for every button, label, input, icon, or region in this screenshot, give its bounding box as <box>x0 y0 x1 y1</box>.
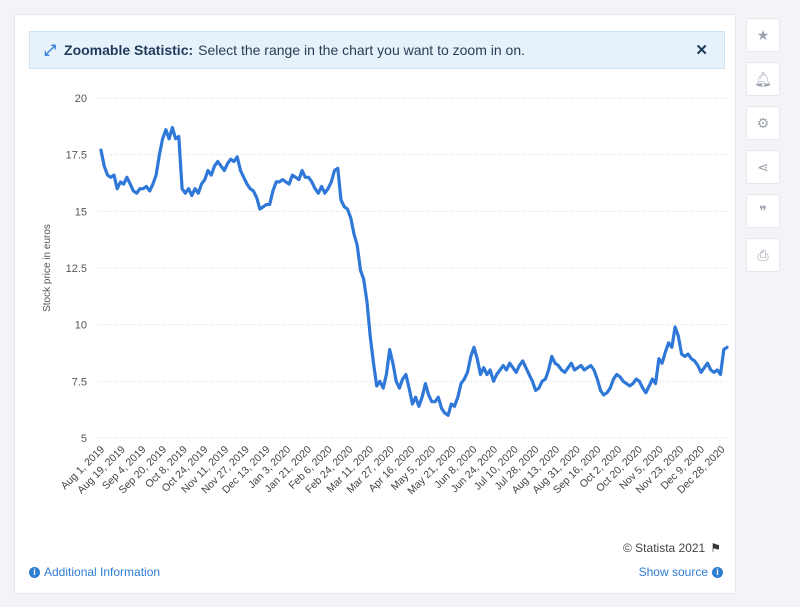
banner-title: Zoomable Statistic: <box>64 42 194 58</box>
y-tick-label: 7.5 <box>72 376 87 388</box>
y-tick-label: 15 <box>75 206 87 218</box>
y-tick-label: 20 <box>75 93 87 105</box>
show-source-label: Show source <box>638 565 708 579</box>
show-source-link[interactable]: Show source i <box>639 565 723 579</box>
chart-card: ⤢ Zoomable Statistic: Select the range i… <box>14 14 736 594</box>
info-icon: i <box>29 566 40 578</box>
flag-icon[interactable]: ⚑ <box>710 541 721 555</box>
gear-icon[interactable]: ⚙ <box>746 106 780 140</box>
y-tick-label: 12.5 <box>66 263 87 275</box>
additional-information-link[interactable]: i Additional Information <box>29 565 160 579</box>
close-icon[interactable]: ✕ <box>695 42 708 59</box>
banner-text: Select the range in the chart you want t… <box>198 42 526 58</box>
star-icon[interactable]: ★ <box>746 18 780 52</box>
copyright-text: © Statista 2021 <box>623 541 706 555</box>
y-tick-label: 5 <box>81 433 87 445</box>
copyright: © Statista 2021 ⚑ <box>623 541 721 555</box>
zoom-banner: ⤢ Zoomable Statistic: Select the range i… <box>29 31 725 69</box>
series-line <box>99 125 729 417</box>
bell-icon[interactable]: 🔔︎ <box>746 62 780 96</box>
y-axis-label: Stock price in euros <box>42 224 53 312</box>
y-tick-label: 17.5 <box>66 150 87 162</box>
additional-information-label: Additional Information <box>44 565 161 579</box>
sidebar-tools: ★ 🔔︎ ⚙ ⋖ ❞ ⎙ <box>746 18 780 282</box>
quote-icon[interactable]: ❞ <box>746 194 780 228</box>
expand-arrows-icon: ⤢ <box>44 41 57 59</box>
share-icon[interactable]: ⋖ <box>746 150 780 184</box>
info-icon: i <box>712 566 723 578</box>
print-icon[interactable]: ⎙ <box>746 238 780 272</box>
y-tick-label: 10 <box>75 320 87 332</box>
